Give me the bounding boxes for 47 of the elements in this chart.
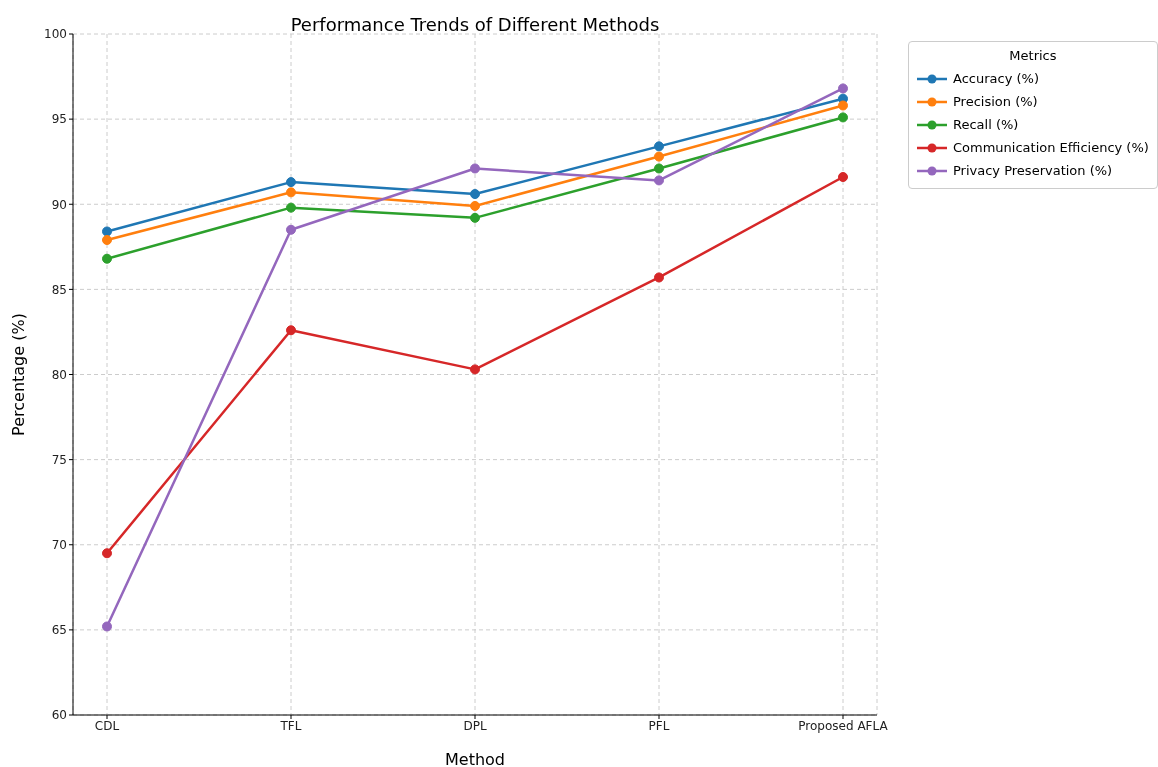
x-axis-title: Method: [444, 750, 506, 767]
x-tick-label: PFL: [648, 718, 670, 733]
point: [654, 272, 664, 283]
x-tick-label: CDL: [94, 718, 120, 733]
point: [654, 151, 664, 162]
y-axis-title: Percentage (%): [8, 313, 28, 436]
point: [838, 100, 848, 111]
legend-label: Privacy Preservation (%): [953, 162, 1113, 180]
point: [470, 212, 480, 223]
point: [286, 224, 296, 235]
point: [470, 189, 480, 200]
point: [470, 364, 480, 375]
y-tick-label: 85: [51, 282, 67, 297]
legend-label: Communication Efficiency (%): [953, 139, 1149, 157]
legend-label: Precision (%): [953, 93, 1038, 111]
x-tick-label: DPL: [463, 718, 487, 733]
x-tick-label: Proposed AFLA: [798, 718, 889, 733]
y-tick-label: 60: [51, 708, 67, 723]
point: [654, 175, 664, 186]
point: [470, 163, 480, 174]
point: [102, 226, 112, 237]
point: [838, 172, 848, 183]
y-tick-label: 90: [51, 197, 67, 212]
point: [286, 177, 296, 188]
point: [286, 325, 296, 336]
point: [286, 187, 296, 198]
point: [286, 202, 296, 213]
point: [838, 112, 848, 123]
point: [102, 548, 112, 559]
point: [102, 235, 112, 245]
point: [102, 621, 112, 632]
legend-title: Metrics: [1008, 48, 1058, 63]
legend-label: Accuracy (%): [953, 70, 1039, 88]
point: [654, 141, 664, 152]
legend-label: Recall (%): [953, 116, 1019, 134]
y-tick-label: 80: [51, 367, 67, 382]
y-tick-label: 70: [51, 538, 67, 553]
point: [470, 200, 480, 211]
point: [102, 253, 112, 264]
x-tick-label: TFL: [279, 718, 302, 733]
y-tick-label: 75: [51, 452, 67, 467]
point: [838, 83, 848, 94]
chart-title: Performance Trends of Different Methods: [290, 13, 660, 35]
y-tick-label: 95: [51, 112, 67, 127]
y-tick-label: 65: [51, 623, 67, 638]
y-tick-label: 100: [44, 27, 67, 42]
point: [654, 163, 664, 174]
